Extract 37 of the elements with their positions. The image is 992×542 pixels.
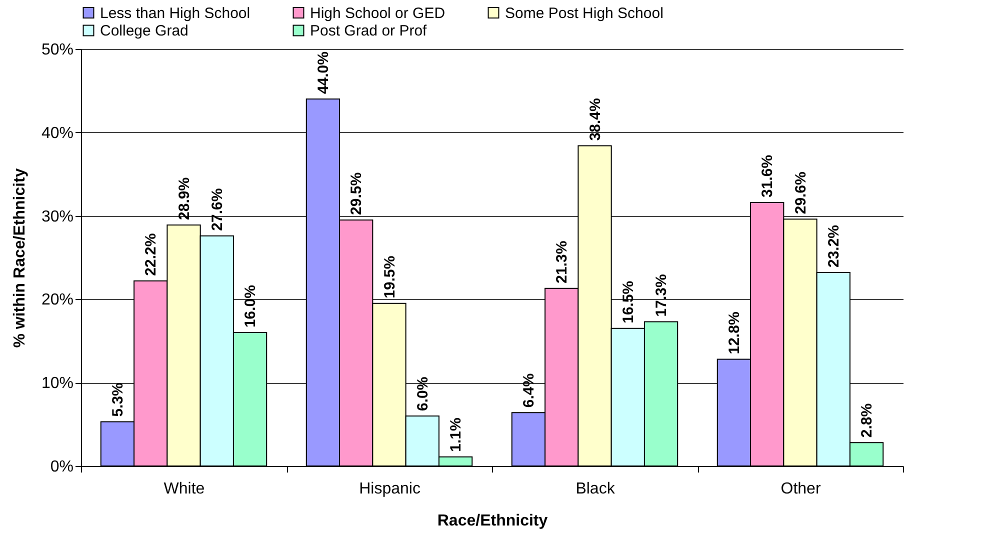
x-tick-label: White [164,480,205,498]
data-label: 6.0% [414,376,432,411]
data-label: 28.9% [176,177,193,220]
legend-label: Less than High School [100,4,250,22]
x-axis-title: Race/Ethnicity [437,512,548,530]
data-label: 38.4% [586,98,604,141]
legend-label: College Grad [100,22,188,40]
data-label: 6.4% [520,373,538,408]
y-tick-label: 10% [41,375,74,392]
legend-label: Some Post High School [505,4,664,22]
data-label: 23.2% [825,224,842,268]
data-label: 2.8% [858,403,876,438]
data-label: 5.3% [109,382,126,417]
y-tick-label: 0% [50,458,74,476]
data-label: 16.5% [620,280,637,324]
data-label: 19.5% [381,256,398,298]
y-tick-label: 40% [41,124,74,142]
legend-label: Post Grad or Prof [310,22,428,40]
data-label: 12.8% [726,312,743,354]
data-label: 17.3% [653,274,670,317]
data-label: 31.6% [759,154,776,198]
data-label: 22.2% [142,233,160,276]
y-tick-label: 50% [41,42,74,58]
x-tick-label: Other [780,480,822,498]
data-label: 29.6% [792,172,810,214]
y-tick-label: 20% [41,292,74,309]
x-tick-label: Hispanic [359,480,420,498]
data-label: 27.6% [208,188,226,231]
data-label: 16.0% [242,285,260,328]
legend-label: High School or GED [310,4,446,22]
y-axis-title: % within Race/Ethnicity [11,168,28,348]
x-tick-label: Black [576,480,616,498]
data-label: 21.3% [554,240,571,284]
data-label: 1.1% [448,418,465,452]
y-tick-label: 30% [41,208,74,226]
data-label: 44.0% [314,51,332,94]
data-label: 29.5% [348,172,366,215]
